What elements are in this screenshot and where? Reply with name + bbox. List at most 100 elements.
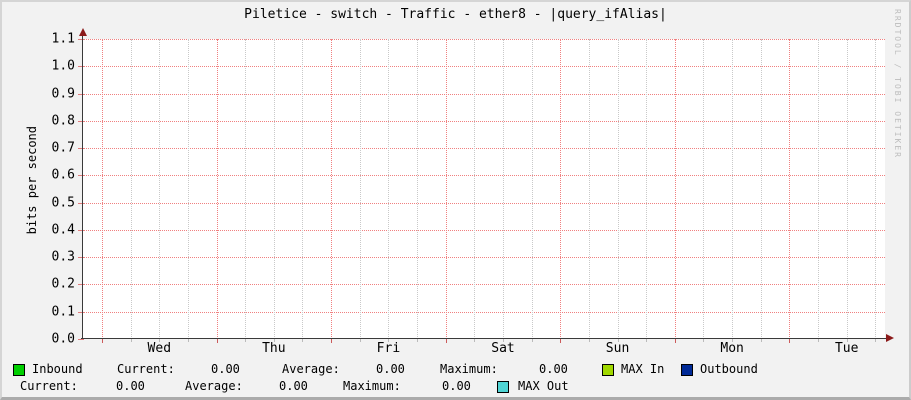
x-tick-mark xyxy=(273,339,275,342)
x-tick-mark xyxy=(560,339,562,343)
x-tick-mark xyxy=(588,339,590,342)
x-tick-label: Thu xyxy=(262,341,286,356)
legend-max-in-label: MAX In xyxy=(621,362,665,376)
legend-inbound-label: Inbound xyxy=(32,362,83,376)
legend-average-label: Average: xyxy=(282,362,340,376)
v-gridline-minor xyxy=(588,39,590,339)
y-tick-label: 0.8 xyxy=(51,113,75,129)
v-gridline-major xyxy=(674,39,676,339)
max-in-swatch xyxy=(602,364,614,376)
h-gridline xyxy=(83,66,885,68)
y-tick-mark xyxy=(78,229,84,231)
x-tick-label: Fri xyxy=(376,341,401,356)
h-gridline xyxy=(83,311,885,313)
y-tick-label: 0.7 xyxy=(51,140,75,156)
h-gridline xyxy=(83,202,885,204)
v-gridline-minor xyxy=(388,39,390,339)
x-tick-label: Sat xyxy=(491,341,515,356)
legend-current-label: Current: xyxy=(117,362,175,376)
x-axis-arrow-icon xyxy=(886,334,894,342)
v-gridline-minor xyxy=(359,39,361,339)
v-gridline-minor xyxy=(245,39,247,339)
v-gridline-minor xyxy=(302,39,304,339)
y-tick-mark xyxy=(78,120,84,122)
y-tick-mark xyxy=(78,311,84,313)
x-tick-mark xyxy=(216,339,218,343)
x-tick-mark xyxy=(846,339,848,342)
v-gridline-minor xyxy=(703,39,705,339)
x-axis-line xyxy=(81,338,886,339)
v-gridline-minor xyxy=(760,39,762,339)
v-gridline-minor xyxy=(846,39,848,339)
v-gridline-minor xyxy=(617,39,619,339)
legend-average-value: 0.00 xyxy=(376,362,405,376)
x-tick-mark xyxy=(102,339,103,343)
x-tick-label: Wed xyxy=(147,341,172,356)
h-gridline xyxy=(83,93,885,95)
max-out-swatch xyxy=(497,381,509,393)
x-tick-mark xyxy=(531,339,533,342)
v-gridline-minor xyxy=(130,39,132,339)
y-tick-label: 0.9 xyxy=(51,86,75,102)
y-tick-mark xyxy=(78,284,84,286)
y-tick-mark xyxy=(78,93,84,95)
v-gridline-major xyxy=(789,39,791,339)
y-tick-label: 0.2 xyxy=(51,276,75,292)
y-tick-label: 0.6 xyxy=(51,167,75,183)
y-tick-mark xyxy=(78,339,84,340)
y-tick-label: 0.0 xyxy=(51,331,75,347)
v-gridline-minor xyxy=(732,39,734,339)
y-axis-line xyxy=(82,32,83,339)
h-gridline xyxy=(83,39,885,40)
x-tick-mark xyxy=(388,339,390,342)
inbound-swatch xyxy=(13,364,25,376)
h-gridline xyxy=(83,148,885,150)
h-gridline xyxy=(83,257,885,259)
v-gridline-minor xyxy=(159,39,161,339)
graph-title: Piletice - switch - Traffic - ether8 - |… xyxy=(244,7,667,22)
x-tick-mark xyxy=(732,339,734,342)
v-gridline-minor xyxy=(646,39,648,339)
outbound-swatch xyxy=(681,364,693,376)
y-tick-mark xyxy=(78,202,84,204)
x-tick-mark xyxy=(331,339,333,343)
y-tick-label: 0.4 xyxy=(51,222,75,238)
x-tick-label: Tue xyxy=(834,341,859,356)
v-gridline-major xyxy=(102,39,103,339)
h-gridline xyxy=(83,229,885,231)
x-tick-mark xyxy=(445,339,447,343)
y-axis-arrow-icon xyxy=(79,28,87,36)
v-gridline-major xyxy=(445,39,447,339)
x-tick-mark xyxy=(646,339,648,342)
x-tick-mark xyxy=(875,339,877,342)
legend-out-current-value: 0.00 xyxy=(116,379,145,393)
legend-outbound-label: Outbound xyxy=(700,362,758,376)
v-gridline-minor xyxy=(273,39,275,339)
x-tick-label: Sun xyxy=(605,341,630,356)
chart-plot-area xyxy=(83,39,885,339)
x-tick-mark xyxy=(760,339,762,342)
v-gridline-minor xyxy=(818,39,820,339)
x-tick-mark xyxy=(159,339,161,342)
y-tick-mark xyxy=(78,175,84,177)
x-tick-mark xyxy=(789,339,791,343)
legend-out-average-value: 0.00 xyxy=(279,379,308,393)
y-tick-label: 1.1 xyxy=(51,31,75,47)
x-tick-mark xyxy=(245,339,247,342)
legend-maximum-value: 0.00 xyxy=(539,362,568,376)
y-tick-mark xyxy=(78,66,84,68)
v-gridline-minor xyxy=(474,39,476,339)
y-tick-label: 0.5 xyxy=(51,195,75,211)
y-tick-mark xyxy=(78,39,84,40)
legend-maximum-label: Maximum: xyxy=(440,362,498,376)
x-tick-mark xyxy=(502,339,504,342)
x-tick-mark xyxy=(302,339,304,342)
y-tick-label: 0.1 xyxy=(51,304,75,320)
x-tick-mark xyxy=(818,339,820,342)
y-tick-mark xyxy=(78,257,84,259)
x-tick-mark xyxy=(674,339,676,343)
v-gridline-minor xyxy=(531,39,533,339)
legend-out-maximum-value: 0.00 xyxy=(442,379,471,393)
x-tick-mark xyxy=(187,339,189,342)
